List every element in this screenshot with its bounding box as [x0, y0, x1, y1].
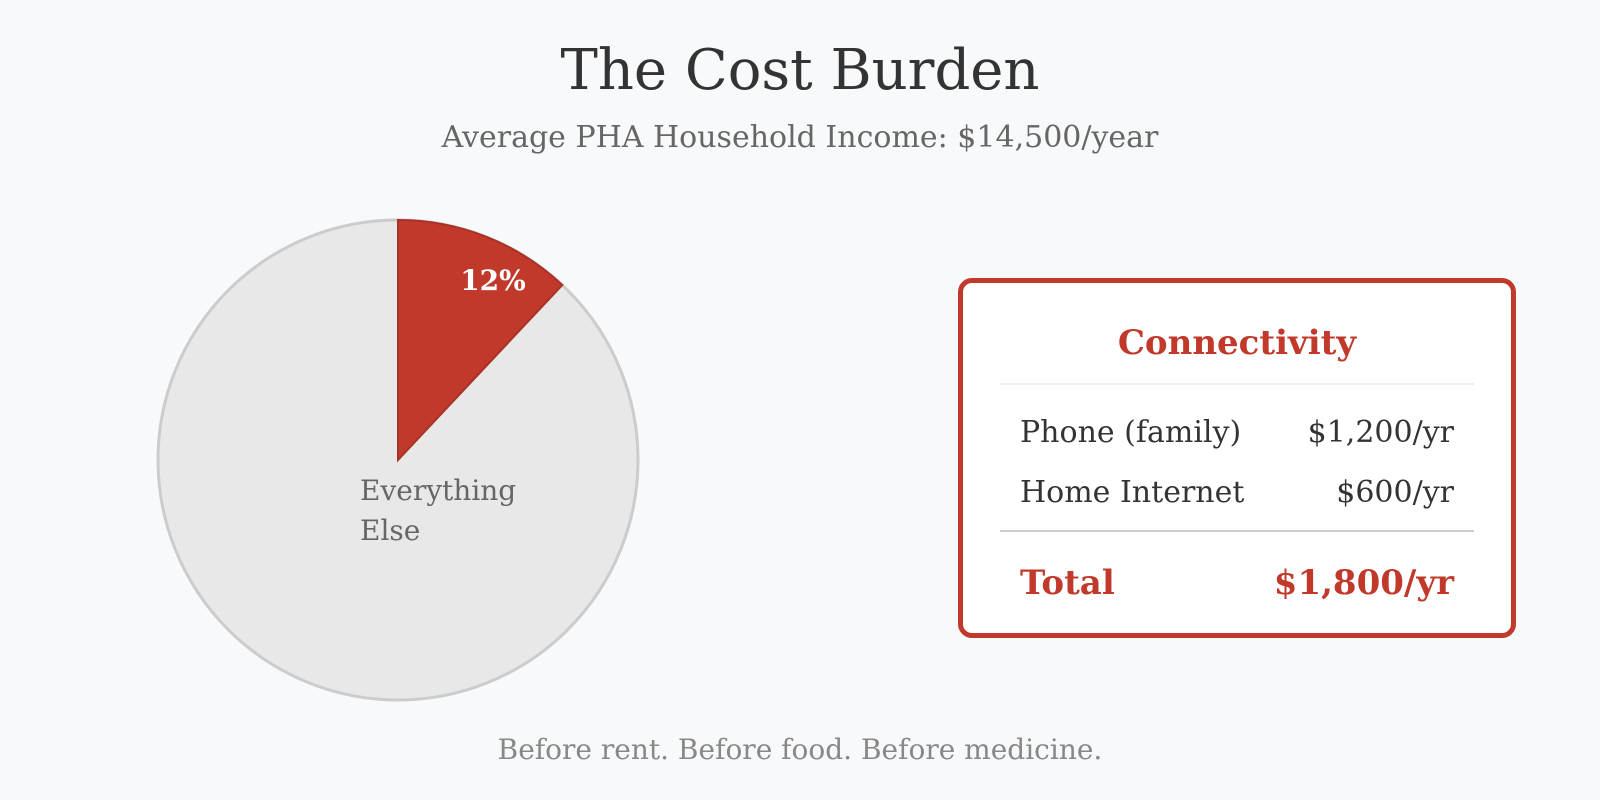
cost-row-label: Home Internet: [1020, 475, 1245, 510]
footer-tagline: Before rent. Before food. Before medicin…: [497, 733, 1103, 766]
divider: [1000, 383, 1474, 385]
total-value: $1,800/yr: [1273, 563, 1454, 603]
rest-label-line1: Everything: [360, 474, 516, 507]
total-label: Total: [1020, 563, 1115, 603]
pie-svg: 12% Everything Else: [156, 218, 640, 702]
pie-slice-connectivity: [397, 218, 564, 463]
rest-label-line2: Else: [360, 514, 420, 547]
cost-row-value: $600/yr: [1336, 475, 1454, 510]
cost-row-value: $1,200/yr: [1307, 415, 1454, 450]
page-subtitle: Average PHA Household Income: $14,500/ye…: [441, 120, 1159, 155]
total-divider: [1000, 530, 1474, 532]
slice-percent-label: 12%: [460, 264, 526, 297]
cost-row: Phone (family) $1,200/yr: [1020, 413, 1454, 453]
total-row: Total $1,800/yr: [1020, 561, 1454, 605]
cost-row-label: Phone (family): [1020, 415, 1242, 450]
card-title: Connectivity: [1117, 323, 1357, 363]
pie-chart: 12% Everything Else: [156, 218, 640, 702]
connectivity-card: Connectivity Phone (family) $1,200/yr Ho…: [958, 278, 1516, 638]
page-title: The Cost Burden: [560, 38, 1040, 103]
cost-row: Home Internet $600/yr: [1020, 473, 1454, 513]
